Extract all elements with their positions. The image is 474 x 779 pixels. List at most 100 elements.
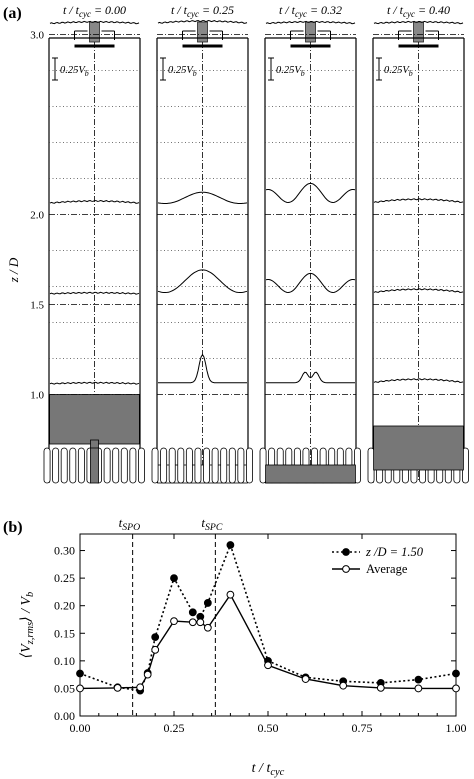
x-axis-label: t / tcyc​	[252, 761, 285, 778]
data-point-series-1	[188, 618, 197, 627]
z-tick-label: 3.0	[30, 30, 44, 42]
data-point-series-1	[136, 683, 145, 692]
annotation-label: tSPO​	[119, 515, 141, 533]
data-point-series-0	[76, 669, 84, 678]
y-tick-label: 0.00	[54, 709, 75, 723]
velocity-profile	[265, 182, 356, 204]
z-tick-label: 2.0	[30, 210, 44, 222]
intake-port-slot	[194, 447, 202, 484]
intake-port-slot	[220, 447, 228, 484]
data-point-series-1	[143, 670, 152, 679]
data-point-series-1	[196, 618, 205, 627]
series-line-1	[79, 593, 456, 690]
scale-bar-label: 0.25Vb​	[276, 65, 305, 78]
data-point-series-1	[339, 681, 348, 690]
cylinder-column-0.40: t / tcyc​ = 0.40 0.25Vb​	[367, 3, 469, 484]
y-axis-label: ⟨Vz,rms​⟩ / Vb​	[19, 592, 36, 659]
intake-port-slot	[177, 447, 185, 484]
z-tick-label: 1.0	[30, 390, 44, 402]
valve-stem	[197, 21, 208, 43]
intake-port-slot	[237, 447, 245, 484]
column-title: t / tcyc​ = 0.00	[63, 3, 126, 19]
intake-port-slot	[103, 447, 111, 484]
data-point-series-0	[170, 574, 178, 583]
y-tick-label: 0.05	[54, 681, 75, 695]
data-point-series-1	[452, 684, 460, 693]
y-tick-label: 0.15	[54, 626, 75, 640]
intake-port-slot	[138, 447, 145, 484]
intake-port-slot	[43, 447, 51, 484]
data-point-series-1	[170, 617, 178, 626]
piston-rod-lower	[90, 447, 99, 484]
velocity-profile	[158, 353, 247, 384]
column-title: t / tcyc​ = 0.32	[279, 3, 342, 19]
valve-stem	[89, 21, 100, 43]
intake-port-slot	[52, 447, 60, 484]
intake-port-slot	[77, 447, 85, 484]
intake-port-slot	[246, 447, 253, 484]
intake-port-slot	[185, 447, 193, 484]
x-tick-label: 0.25	[164, 721, 185, 735]
data-point-series-0	[188, 608, 197, 617]
y-tick-label: 0.30	[54, 544, 75, 558]
data-point-series-1	[301, 675, 310, 683]
scale-bar-label: 0.25Vb​	[384, 65, 413, 78]
valve-stem	[305, 21, 316, 43]
piston	[49, 394, 140, 445]
data-point-series-1	[203, 623, 212, 632]
legend-marker	[342, 565, 350, 573]
y-tick-label: 0.25	[54, 571, 75, 585]
panel-b: (b) 0.00 0.05 0.10 0.15 0.20 0.25 0.30 0.00 0.25 0…	[3, 515, 467, 778]
scale-bar-label: 0.25Vb​	[60, 65, 89, 78]
intake-port-slot	[160, 447, 168, 484]
velocity-profile	[157, 19, 248, 24]
data-point-series-0	[151, 633, 160, 642]
x-tick-label: 0.75	[352, 721, 373, 735]
piston-fill	[265, 464, 356, 484]
panel-a: (a)z / D1.01.52.03.04.0t / tcyc​ = 0.000…	[3, 3, 469, 484]
velocity-profile	[49, 381, 140, 385]
valve-stem	[413, 21, 424, 43]
data-point-series-1	[264, 661, 272, 670]
data-point-series-1	[414, 684, 423, 693]
velocity-profile	[157, 269, 248, 293]
intake-port-slot	[367, 447, 375, 484]
annotation-label: tSPC​	[201, 515, 222, 533]
intake-port-slot	[151, 447, 159, 484]
velocity-profile	[373, 288, 464, 294]
panel-b-label: (b)	[3, 519, 23, 536]
y-tick-label: 0.20	[54, 599, 75, 613]
panel-a-label: (a)	[3, 5, 22, 22]
intake-port-slot	[259, 447, 267, 484]
cylinder-column-0.00: t / tcyc​ = 0.00 0.25Vb​	[43, 3, 145, 484]
intake-port-slot	[60, 447, 68, 484]
intake-port-slot	[112, 447, 120, 484]
intake-port-slot	[69, 447, 77, 484]
data-point-series-0	[414, 675, 423, 684]
y-tick-label: 0.10	[54, 654, 75, 668]
legend-label: z /D = 1.50	[365, 545, 424, 559]
velocity-profile	[49, 199, 140, 204]
data-point-series-1	[376, 683, 385, 692]
intake-port-slot	[168, 447, 176, 484]
data-point-series-0	[203, 599, 212, 607]
velocity-profile	[49, 20, 140, 25]
velocity-profile	[265, 20, 356, 25]
data-point-series-1	[151, 645, 160, 654]
cylinder-column-0.32: t / tcyc​ = 0.32 0.25Vb​	[259, 3, 361, 484]
velocity-profile	[373, 20, 464, 25]
z-tick-label: 1.5	[30, 300, 44, 312]
scale-bar-label: 0.25Vb​	[168, 65, 197, 78]
legend-label: Average	[366, 562, 408, 576]
data-point-series-0	[226, 541, 235, 549]
intake-port-slot	[203, 447, 210, 484]
intake-port-slot	[129, 447, 137, 484]
data-point-series-1	[226, 590, 235, 599]
data-point-series-1	[113, 683, 122, 692]
legend-marker	[342, 548, 350, 556]
x-tick-label: 1.00	[446, 721, 467, 735]
velocity-profile	[157, 191, 248, 204]
velocity-profile	[49, 291, 140, 295]
data-point-series-0	[452, 669, 460, 678]
